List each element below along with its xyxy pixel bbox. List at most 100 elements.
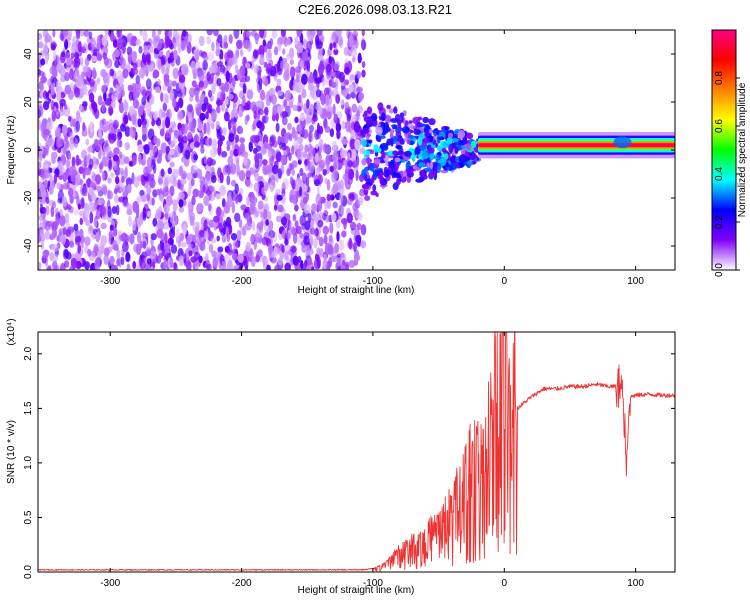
noise-speck	[306, 40, 312, 52]
noise-speck	[68, 187, 74, 198]
noise-speck	[101, 184, 108, 193]
noise-speck	[135, 38, 141, 46]
noise-speck	[244, 75, 251, 83]
noise-speck	[261, 186, 267, 196]
noise-speck	[162, 187, 170, 197]
noise-speck	[151, 197, 155, 206]
colorbar-tick-label: 0.4	[714, 167, 725, 181]
noise-speck	[205, 111, 209, 120]
transition-blob	[392, 150, 398, 156]
noise-speck	[234, 64, 239, 74]
noise-speck	[249, 204, 256, 215]
noise-speck	[264, 114, 269, 123]
noise-speck	[357, 55, 362, 63]
noise-speck	[165, 116, 171, 129]
noise-speck	[301, 88, 307, 99]
noise-speck	[60, 234, 67, 245]
noise-speck	[280, 154, 287, 166]
noise-speck	[50, 180, 55, 191]
noise-speck	[216, 78, 222, 87]
noise-speck	[207, 52, 214, 62]
transition-blob	[399, 112, 405, 118]
y-tick-label: 0.0	[23, 565, 34, 579]
noise-speck	[192, 67, 199, 78]
noise-speck	[316, 185, 320, 197]
noise-speck	[283, 132, 289, 145]
noise-speck	[131, 220, 137, 232]
noise-speck	[315, 34, 320, 46]
noise-speck	[299, 167, 304, 177]
noise-speck	[343, 46, 350, 56]
noise-speck	[176, 90, 183, 98]
noise-speck	[125, 251, 131, 262]
noise-speck	[242, 83, 247, 94]
noise-speck	[169, 89, 174, 101]
noise-speck	[198, 70, 205, 82]
noise-speck	[276, 194, 283, 201]
colorbar-label: Normalized spectral amplitude	[737, 82, 748, 217]
noise-speck	[213, 146, 218, 156]
noise-speck	[105, 146, 112, 153]
noise-speck	[59, 215, 66, 227]
noise-speck	[124, 126, 131, 137]
noise-speck	[133, 176, 140, 188]
noise-speck	[146, 258, 152, 265]
noise-speck	[198, 35, 205, 47]
noise-speck	[55, 137, 62, 149]
noise-speck	[201, 103, 207, 113]
noise-speck	[84, 167, 92, 176]
noise-speck	[328, 256, 333, 268]
transition-blob	[437, 162, 442, 171]
transition-blob	[381, 112, 386, 121]
noise-speck	[91, 193, 97, 202]
noise-speck	[248, 141, 253, 153]
noise-speck	[329, 128, 335, 138]
transition-blob	[372, 116, 377, 121]
noise-speck	[281, 116, 288, 126]
noise-speck	[92, 67, 97, 79]
noise-speck	[112, 119, 120, 129]
noise-speck	[72, 186, 76, 199]
noise-speck	[328, 235, 333, 243]
noise-speck	[354, 138, 361, 151]
noise-speck	[103, 254, 109, 265]
noise-speck	[272, 104, 279, 115]
noise-speck	[80, 197, 85, 209]
noise-speck	[340, 253, 347, 263]
noise-speck	[253, 64, 260, 74]
transition-blob	[446, 166, 451, 171]
noise-speck	[71, 156, 76, 168]
noise-speck	[48, 137, 55, 148]
noise-speck	[329, 222, 334, 235]
noise-speck	[160, 243, 165, 251]
noise-speck	[275, 122, 280, 133]
noise-speck	[282, 150, 288, 156]
noise-speck	[146, 44, 151, 55]
noise-speck	[70, 51, 75, 60]
noise-speck	[87, 145, 93, 154]
noise-speck	[189, 215, 195, 226]
noise-speck	[101, 118, 106, 126]
noise-speck	[268, 220, 274, 231]
noise-speck	[69, 132, 74, 143]
noise-speck	[64, 212, 70, 224]
transition-blob	[426, 157, 430, 164]
noise-speck	[119, 167, 124, 175]
noise-speck	[67, 115, 72, 122]
noise-speck	[301, 129, 309, 139]
noise-speck	[38, 261, 42, 270]
noise-speck	[332, 104, 336, 116]
noise-speck	[187, 186, 192, 197]
noise-speck	[224, 97, 229, 106]
transition-blob	[363, 116, 371, 122]
noise-speck	[215, 206, 222, 218]
noise-speck	[235, 49, 240, 59]
carrier-perturbation	[613, 136, 632, 149]
transition-blob	[376, 171, 384, 177]
transition-blob	[361, 158, 367, 166]
transition-blob	[408, 120, 413, 124]
noise-speck	[195, 50, 200, 62]
noise-speck	[40, 58, 46, 66]
noise-speck	[142, 213, 147, 221]
noise-speck	[116, 248, 121, 259]
